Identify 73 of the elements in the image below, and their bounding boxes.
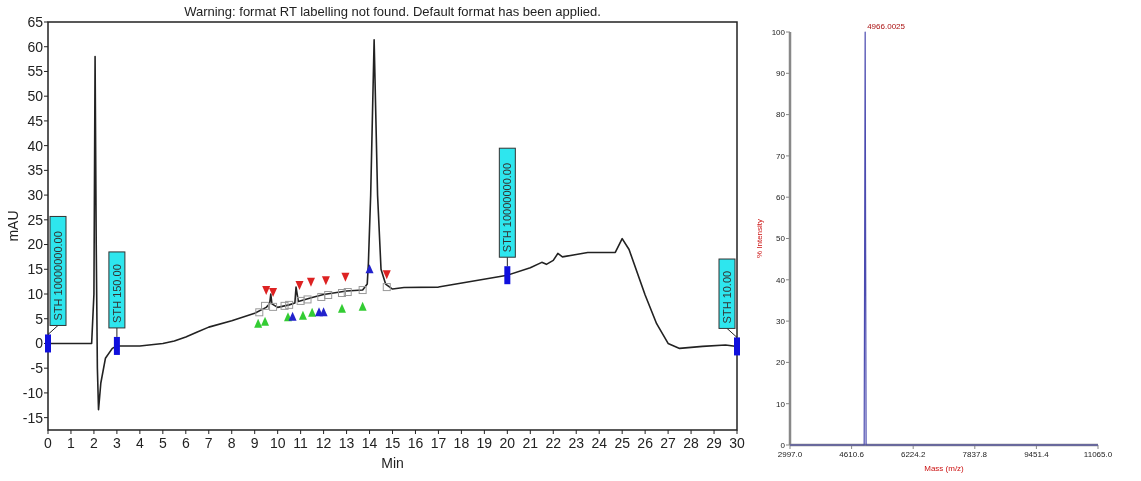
y-tick-label: 40 (776, 275, 786, 285)
x-tick-label: 17 (430, 435, 447, 451)
x-tick-label: 11 (293, 435, 309, 451)
x-tick-label: 13 (338, 435, 355, 451)
y-tick-label: 60 (776, 193, 786, 202)
x-tick-label: 30 (729, 435, 745, 451)
y-tick-label: 90 (776, 69, 786, 79)
x-tick-label: 1 (67, 435, 76, 451)
y-axis-title: mAU (5, 210, 21, 242)
x-tick-label: 12 (315, 435, 332, 451)
x-tick-label: 7 (204, 435, 213, 451)
annotation: STH 150.00 (110, 264, 123, 323)
y-tick-label: 25 (27, 211, 44, 228)
x-tick-label: 14 (361, 435, 378, 451)
y-tick-label: 65 (27, 13, 44, 30)
x-tick-label: 22 (545, 435, 562, 451)
x-tick-label: 2 (90, 435, 99, 451)
x-tick-label: 7837.8 (962, 450, 988, 459)
y-tick-label: 10 (776, 399, 786, 409)
y-tick-label: 45 (27, 112, 44, 129)
x-tick-label: 11065.0 (1083, 450, 1113, 459)
y-tick-label: 20 (27, 236, 44, 253)
y-tick-label: 20 (776, 358, 786, 368)
x-axis-title: Min (381, 455, 404, 471)
x-axis-title: Mass (m/z) (924, 464, 965, 473)
x-tick-label: 15 (384, 435, 401, 451)
x-tick-label: 20 (499, 435, 516, 451)
y-tick-label: 30 (776, 316, 786, 326)
x-tick-label: 16 (407, 435, 424, 451)
y-tick-label: 40 (27, 137, 44, 154)
y-axis-title: % Intensity (755, 218, 764, 259)
y-tick-label: 5 (35, 310, 44, 327)
x-tick-label: 23 (568, 435, 585, 451)
x-tick-label: 29 (706, 435, 723, 451)
x-tick-label: 27 (660, 435, 677, 451)
x-tick-label: 10 (269, 435, 286, 451)
y-tick-label: -15 (22, 409, 44, 426)
x-tick-label: 8 (227, 435, 236, 451)
x-tick-label: 6 (181, 435, 190, 451)
y-tick-label: -5 (30, 360, 44, 377)
x-tick-label: 21 (522, 435, 539, 451)
x-tick-label: 2997.0 (777, 450, 803, 459)
y-tick-label: 50 (27, 88, 44, 105)
y-tick-label: 35 (27, 162, 44, 179)
x-tick-label: 9451.4 (1024, 450, 1050, 459)
x-tick-label: 19 (476, 435, 493, 451)
x-tick-label: 9 (250, 435, 259, 451)
y-tick-label: 100 (771, 27, 786, 37)
y-tick-label: 70 (776, 151, 786, 161)
x-tick-label: 4 (135, 435, 144, 451)
x-tick-label: 24 (591, 435, 608, 451)
x-tick-label: 6224.2 (900, 450, 926, 459)
x-tick-label: 3 (113, 435, 121, 451)
y-tick-label: 10 (27, 285, 44, 302)
y-tick-label: 50 (776, 234, 786, 244)
x-tick-label: 4610.6 (839, 450, 865, 459)
annotation: STH 10.00 (721, 270, 733, 324)
y-tick-label: -10 (22, 384, 44, 401)
x-tick-label: 18 (453, 435, 470, 451)
x-tick-label: 25 (614, 435, 631, 451)
x-tick-label: 26 (637, 435, 654, 451)
annotation: 4966.0025 (867, 22, 906, 31)
annotation: STH 10000000.00 (501, 162, 514, 253)
y-tick-label: 55 (27, 63, 44, 80)
y-tick-label: 30 (27, 186, 44, 203)
chart-title: Warning: format RT labelling not found. Default format has been applied. (184, 4, 601, 19)
x-tick-label: 28 (683, 435, 700, 451)
x-tick-label: 5 (158, 435, 167, 451)
y-tick-label: 80 (776, 110, 786, 120)
annotation: STH 10000000.00 (52, 231, 64, 321)
y-tick-label: 60 (27, 38, 44, 55)
y-tick-label: 15 (27, 261, 44, 278)
y-tick-label: 0 (35, 335, 44, 352)
